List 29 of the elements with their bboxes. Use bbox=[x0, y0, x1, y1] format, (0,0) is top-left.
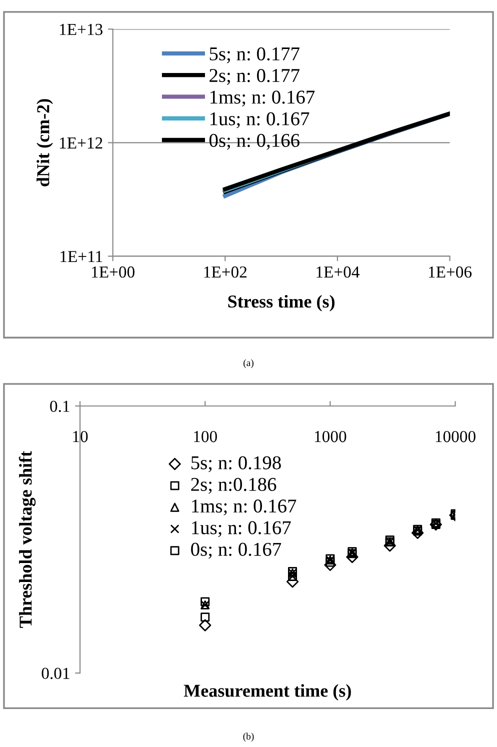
x-tick-label: 1000 bbox=[314, 430, 346, 442]
y-axis-title: Threshold voltage shift bbox=[18, 450, 36, 628]
y-tick-label: 1E+13 bbox=[60, 24, 102, 36]
legend-label: 2s; n:0.186 bbox=[191, 478, 276, 494]
x-tick-label: 10 bbox=[73, 430, 88, 442]
legend-label: 0s; n: 0,166 bbox=[209, 134, 300, 150]
x-tick-label: 1E+04 bbox=[316, 266, 360, 278]
y-axis-title: dNit (cm-2) bbox=[36, 99, 53, 186]
y-tick-label: 0.01 bbox=[42, 668, 70, 680]
legend-label: 1ms; n: 0.167 bbox=[192, 500, 296, 516]
x-tick-label: 1E+02 bbox=[204, 266, 247, 278]
y-tick-label: 0.1 bbox=[50, 400, 70, 412]
legend-label: 1ms; n: 0.167 bbox=[210, 90, 315, 107]
text: (a) bbox=[244, 359, 254, 368]
legend-label: 2s; n: 0.177 bbox=[210, 68, 300, 85]
legend-label: 1us; n: 0.167 bbox=[210, 112, 310, 128]
x-axis-title: Measurement time (s) bbox=[184, 684, 351, 701]
legend-label: 1us; n: 0.167 bbox=[192, 521, 291, 538]
x-tick-label: 1E+06 bbox=[428, 266, 472, 278]
x-tick-label: 100 bbox=[194, 430, 217, 442]
x-tick-label: 1E+00 bbox=[92, 266, 134, 278]
x-axis-title: Stress time (s) bbox=[228, 294, 334, 312]
legend-label: 0s; n: 0.167 bbox=[191, 542, 282, 559]
y-tick-label: 1E+12 bbox=[60, 137, 102, 148]
legend-label: 5s; n: 0.177 bbox=[210, 47, 300, 64]
text: (b) bbox=[243, 732, 254, 742]
x-tick-label: 10000 bbox=[436, 430, 476, 442]
y-tick-label: 1E+11 bbox=[60, 251, 102, 262]
legend-label: 5s; n: 0.198 bbox=[191, 456, 281, 472]
